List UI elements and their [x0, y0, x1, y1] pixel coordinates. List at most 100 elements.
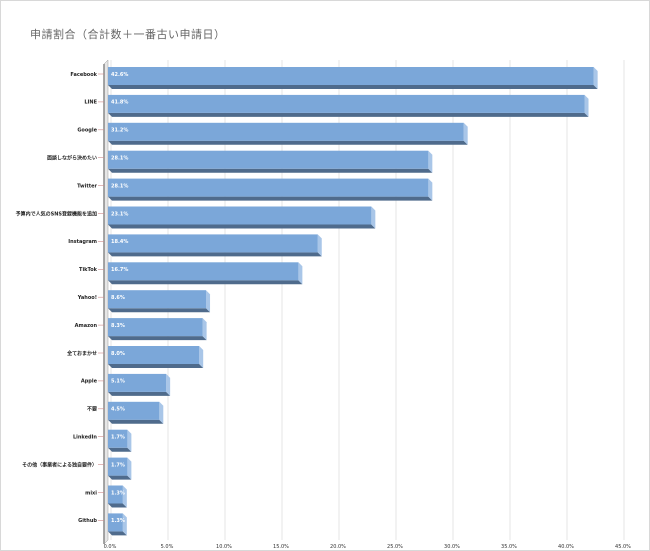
value-label: 4.5% — [111, 407, 125, 413]
category-label: Facebook — [70, 72, 97, 78]
bar — [108, 234, 318, 253]
value-label: 28.1% — [111, 156, 128, 162]
bar — [108, 373, 167, 392]
bar-group: Facebook 42.6% — [70, 67, 598, 89]
category-label: mixi — [85, 490, 97, 496]
bar-group: 全ておまかせ 8.0% — [66, 346, 204, 368]
bar-group: Github 1.3% — [78, 513, 127, 536]
bar-side-face — [199, 346, 204, 368]
value-label: 1.3% — [111, 518, 125, 524]
x-tick-label: 0.0% — [104, 544, 117, 550]
bar-bottom-face — [108, 475, 132, 480]
x-tick-label: 25.0% — [387, 544, 403, 550]
bar — [108, 457, 128, 476]
value-label: 8.3% — [111, 323, 125, 329]
bar-side-face — [371, 206, 376, 229]
value-label: 1.3% — [111, 490, 125, 496]
bar-side-face — [166, 373, 171, 396]
value-label: 18.4% — [111, 239, 128, 245]
category-label: LinkedIn — [73, 435, 97, 441]
bar-bottom-face — [108, 419, 164, 424]
bar-bottom-face — [108, 308, 211, 313]
category-label: TikTok — [79, 267, 98, 273]
bar — [108, 513, 123, 532]
bar-bottom-face — [108, 447, 132, 452]
category-label: Google — [77, 128, 97, 134]
value-label: 8.0% — [111, 351, 125, 357]
bar-side-face — [298, 262, 303, 285]
x-tick-label: 35.0% — [501, 544, 517, 550]
value-label: 28.1% — [111, 183, 128, 189]
category-label: Amazon — [75, 323, 98, 329]
bar-bottom-face — [108, 531, 127, 536]
bar-side-face — [127, 429, 132, 452]
bar — [108, 206, 372, 225]
bar-bottom-face — [108, 391, 171, 396]
bar-side-face — [159, 401, 164, 424]
bar — [108, 290, 207, 309]
bar — [108, 122, 464, 141]
value-label: 8.6% — [111, 295, 125, 301]
bar — [108, 401, 160, 420]
bar-side-face — [584, 94, 589, 117]
category-label: Apple — [81, 379, 98, 385]
bar-bottom-face — [108, 503, 127, 508]
bar-side-face — [317, 234, 322, 257]
category-label: 面談しながら決めたい — [47, 155, 97, 162]
x-tick-label: 10.0% — [216, 544, 232, 550]
bar — [108, 67, 594, 85]
category-label: LINE — [84, 100, 97, 106]
bar-bottom-face — [108, 280, 303, 285]
value-label: 41.8% — [111, 100, 128, 106]
bar-side-face — [127, 457, 132, 480]
bar-group: 面談しながら決めたい 28.1% — [47, 150, 433, 173]
x-tick-label: 45.0% — [615, 544, 631, 550]
bar-group: LinkedIn 1.7% — [73, 429, 132, 452]
bar — [108, 346, 200, 364]
bar-group: mixi 1.3% — [85, 485, 127, 508]
bar — [108, 485, 123, 504]
value-label: 1.7% — [111, 462, 125, 468]
x-tick-label: 5.0% — [161, 544, 174, 550]
x-tick-label: 30.0% — [444, 544, 460, 550]
bar-group: LINE 41.8% — [84, 94, 589, 117]
bar — [108, 178, 429, 197]
bar-group: Apple 5.1% — [81, 373, 171, 396]
value-label: 23.1% — [111, 211, 128, 217]
category-label: 全ておまかせ — [66, 350, 97, 357]
bar-side-face — [202, 318, 207, 341]
bar-side-face — [463, 122, 468, 145]
category-label: Twitter — [77, 183, 97, 189]
bar-side-face — [122, 513, 127, 536]
x-tick-label: 20.0% — [330, 544, 346, 550]
bar-bottom-face — [108, 224, 376, 229]
bar — [108, 94, 585, 113]
x-tick-label: 40.0% — [558, 544, 574, 550]
bar-bottom-face — [108, 168, 433, 173]
category-label: Github — [78, 518, 97, 524]
value-label: 5.1% — [111, 379, 125, 385]
bar-group: Yahoo! 8.6% — [77, 290, 211, 313]
category-label: その他（事業者による独自要件） — [22, 461, 97, 468]
bar-group: Google 31.2% — [77, 122, 468, 145]
bar — [108, 150, 429, 169]
bar-bottom-face — [108, 252, 322, 257]
bar — [108, 429, 128, 448]
bar-group: TikTok 16.7% — [79, 262, 303, 285]
bar-group: Amazon 8.3% — [75, 318, 207, 341]
value-label: 16.7% — [111, 267, 128, 273]
x-tick-label: 15.0% — [273, 544, 289, 550]
bar — [108, 318, 203, 337]
bar-bottom-face — [108, 364, 204, 368]
value-label: 31.2% — [111, 128, 128, 134]
category-label: Instagram — [68, 239, 97, 245]
bar-bottom-face — [108, 196, 433, 201]
category-label: 不要 — [87, 406, 97, 413]
value-label: 42.6% — [111, 72, 128, 78]
bar — [108, 262, 299, 281]
bar-bottom-face — [108, 140, 468, 145]
bar-side-face — [206, 290, 211, 313]
bar-group: その他（事業者による独自要件） 1.7% — [22, 457, 132, 480]
value-label: 1.7% — [111, 435, 125, 441]
